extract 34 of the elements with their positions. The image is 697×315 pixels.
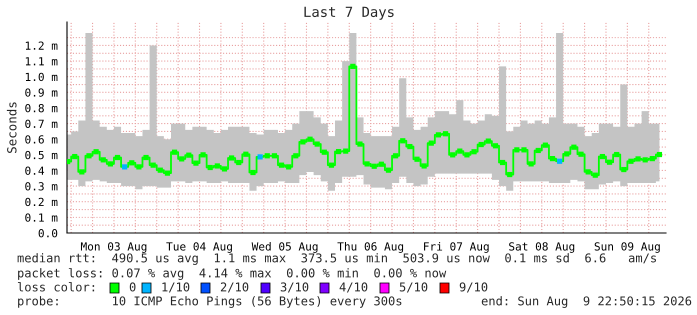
y-tick-label: 0.7 m bbox=[25, 120, 58, 128]
y-tick-label: 0.3 m bbox=[25, 182, 58, 191]
text: 9/10 bbox=[460, 282, 488, 292]
text: 2/10 bbox=[220, 282, 248, 292]
text: packet loss: 0.07 % avg 4.14 % max 0.00 % min 0.00 % now bbox=[18, 268, 446, 280]
x-tick-label: Fri 07 Aug bbox=[424, 242, 489, 253]
text: end: Sun Aug 9 22:50:15 2026 bbox=[482, 296, 692, 308]
text: 3/10 bbox=[280, 282, 308, 292]
x-tick-label: Wed 05 Aug bbox=[252, 242, 318, 253]
y-tick-label: 0.4 m bbox=[25, 166, 58, 175]
text: 4/10 bbox=[340, 282, 368, 292]
y-tick-label: 0.9 m bbox=[25, 88, 58, 97]
x-tick-label: Mon 03 Aug bbox=[80, 242, 146, 253]
y-tick-label: 0.8 m bbox=[25, 104, 58, 112]
x-tick-label: Thu 06 Aug bbox=[337, 242, 404, 253]
text: loss color: bbox=[18, 282, 94, 292]
y-axis-title: Seconds bbox=[6, 102, 17, 153]
text: median rtt: 490.5 us avg 1.1 ms max 373.5 us min 503.9 us now 0.1 ms sd 6.6 am/s bbox=[18, 253, 656, 265]
y-tick-label: 0.6 m bbox=[25, 135, 58, 144]
text: 0 bbox=[130, 282, 136, 292]
chart-title: Last 7 Days bbox=[304, 6, 394, 20]
y-tick-label: 1.2 m bbox=[26, 41, 58, 50]
text: probe: 10 ICMP Echo Pings (56 Bytes) every 300s bbox=[18, 296, 402, 308]
y-tick-label: 1.1 m bbox=[26, 57, 58, 66]
text: 5/10 bbox=[400, 282, 428, 292]
x-tick-label: Sun 09 Aug bbox=[594, 242, 660, 253]
y-tick-label: 0.2 m bbox=[25, 198, 58, 206]
x-tick-label: Tue 04 Aug bbox=[166, 242, 232, 253]
y-tick-label: 0.0 bbox=[38, 229, 58, 238]
y-tick-label: 0.5 m bbox=[25, 150, 58, 160]
x-tick-label: Sat 08 Aug bbox=[509, 242, 574, 253]
y-tick-label: 1.0 m bbox=[26, 72, 58, 82]
text: 1/10 bbox=[162, 282, 190, 292]
y-tick-label: 0.1 m bbox=[25, 213, 58, 222]
